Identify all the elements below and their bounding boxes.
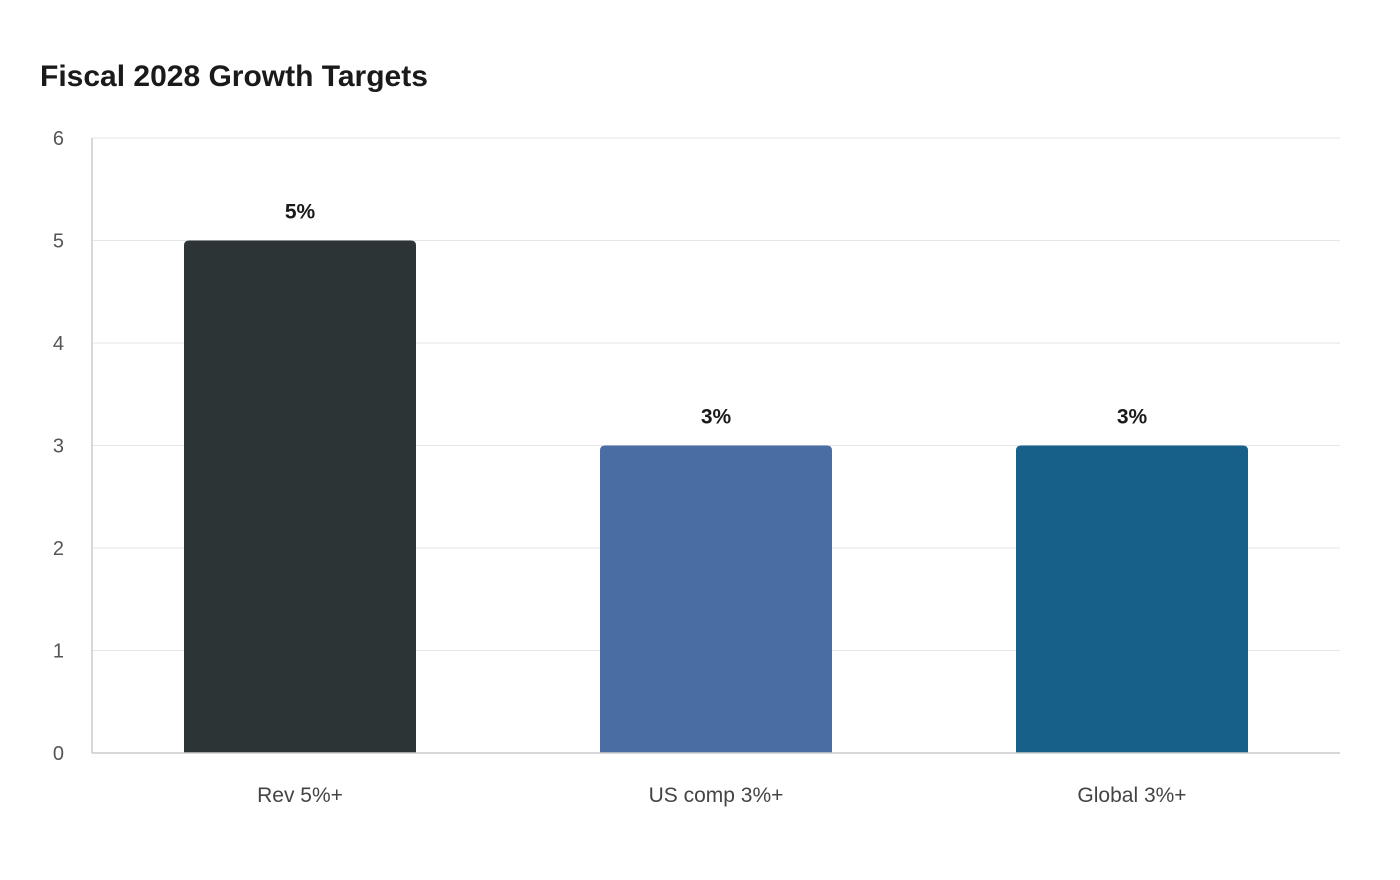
data-label: 3% [701, 406, 732, 429]
data-label: 5% [285, 201, 316, 224]
chart-title: Fiscal 2028 Growth Targets [40, 60, 428, 93]
bars [184, 240, 1248, 753]
bar [184, 240, 416, 753]
x-tick-label: Rev 5%+ [257, 784, 343, 807]
y-tick-label: 5 [53, 231, 64, 253]
bar [600, 445, 832, 753]
x-axis-ticks: Rev 5%+ US comp 3%+ Global 3%+ [257, 784, 1186, 807]
y-tick-label: 2 [53, 538, 64, 560]
x-tick-label: US comp 3%+ [649, 784, 784, 807]
y-axis-ticks: 0 1 2 3 4 5 6 [53, 128, 64, 765]
x-tick-label: Global 3%+ [1077, 784, 1186, 807]
y-tick-label: 4 [53, 333, 64, 355]
y-tick-label: 6 [53, 128, 64, 150]
y-tick-label: 3 [53, 436, 64, 458]
data-label: 3% [1117, 406, 1148, 429]
data-labels: 5% 3% 3% [285, 201, 1148, 429]
y-tick-label: 0 [53, 743, 64, 765]
y-tick-label: 1 [53, 641, 64, 663]
bar [1016, 445, 1248, 753]
